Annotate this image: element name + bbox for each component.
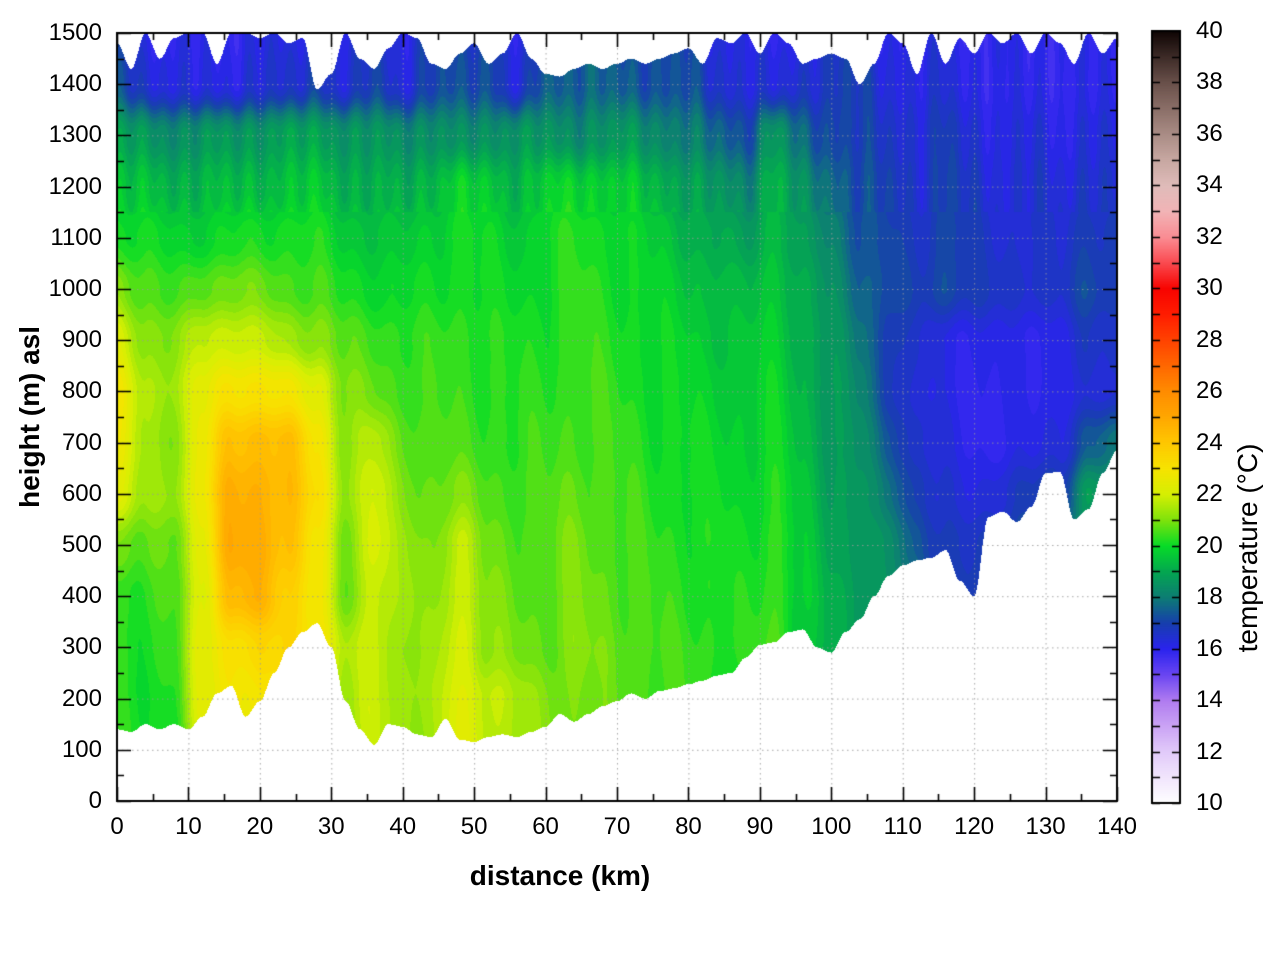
x-tick-label: 80 bbox=[675, 813, 702, 840]
colorbar-tick-label: 22 bbox=[1196, 480, 1223, 508]
x-tick-label: 20 bbox=[246, 813, 274, 840]
y-tick-label: 1500 bbox=[48, 19, 102, 46]
colorbar-tick-label: 34 bbox=[1196, 171, 1223, 199]
x-tick-label: 40 bbox=[389, 813, 417, 840]
y-tick-label: 1000 bbox=[48, 275, 102, 302]
colorbar-tick-label: 38 bbox=[1196, 68, 1223, 96]
y-tick-label: 400 bbox=[61, 582, 102, 610]
x-tick-label: 140 bbox=[1096, 813, 1138, 840]
y-tick-label: 1400 bbox=[48, 70, 102, 98]
y-tick-label: 900 bbox=[61, 326, 102, 354]
x-tick-label: 30 bbox=[317, 813, 345, 840]
colorbar-tick-label: 40 bbox=[1196, 17, 1223, 44]
y-tick-label: 0 bbox=[88, 787, 102, 814]
y-tick-label: 100 bbox=[61, 735, 102, 763]
y-tick-label: 1200 bbox=[48, 172, 102, 200]
colorbar-axis-label: temperature (°C) bbox=[1232, 443, 1263, 653]
y-tick-label: 600 bbox=[61, 479, 102, 507]
y-tick-label: 200 bbox=[61, 684, 102, 712]
x-axis-label: distance (km) bbox=[469, 860, 651, 891]
colorbar-tick-label: 24 bbox=[1196, 428, 1223, 456]
colorbar-tick-label: 18 bbox=[1196, 583, 1223, 611]
colorbar-tick-label: 26 bbox=[1196, 377, 1223, 405]
x-tick-label: 110 bbox=[883, 813, 922, 840]
y-tick-label: 700 bbox=[61, 428, 102, 456]
y-tick-label: 500 bbox=[61, 531, 102, 558]
x-tick-label: 100 bbox=[811, 813, 852, 840]
y-tick-label: 1300 bbox=[48, 121, 102, 149]
colorbar-tick-label: 32 bbox=[1196, 222, 1223, 250]
colorbar-tick-label: 14 bbox=[1196, 686, 1223, 714]
y-tick-label: 1100 bbox=[50, 223, 102, 251]
colorbar-tick-label: 36 bbox=[1196, 119, 1223, 147]
colorbar-tick-label: 28 bbox=[1196, 325, 1223, 353]
x-tick-label: 50 bbox=[460, 813, 488, 840]
x-tick-label: 130 bbox=[1025, 813, 1066, 840]
colorbar-tick-label: 30 bbox=[1196, 274, 1223, 302]
x-tick-label: 0 bbox=[110, 813, 124, 840]
x-tick-label: 60 bbox=[532, 813, 559, 840]
colorbar-tick-label: 12 bbox=[1196, 737, 1223, 765]
x-tick-label: 10 bbox=[175, 813, 202, 840]
y-tick-label: 800 bbox=[61, 377, 102, 405]
x-tick-label: 90 bbox=[746, 813, 774, 840]
colorbar-tick-label: 20 bbox=[1196, 531, 1223, 559]
colorbar-tick-label: 16 bbox=[1196, 634, 1223, 662]
y-axis-label: height (m) asl bbox=[14, 325, 45, 509]
colorbar-tick-label: 10 bbox=[1196, 789, 1223, 816]
x-tick-label: 120 bbox=[954, 813, 995, 840]
x-tick-label: 70 bbox=[603, 813, 631, 840]
y-tick-label: 300 bbox=[61, 633, 102, 661]
